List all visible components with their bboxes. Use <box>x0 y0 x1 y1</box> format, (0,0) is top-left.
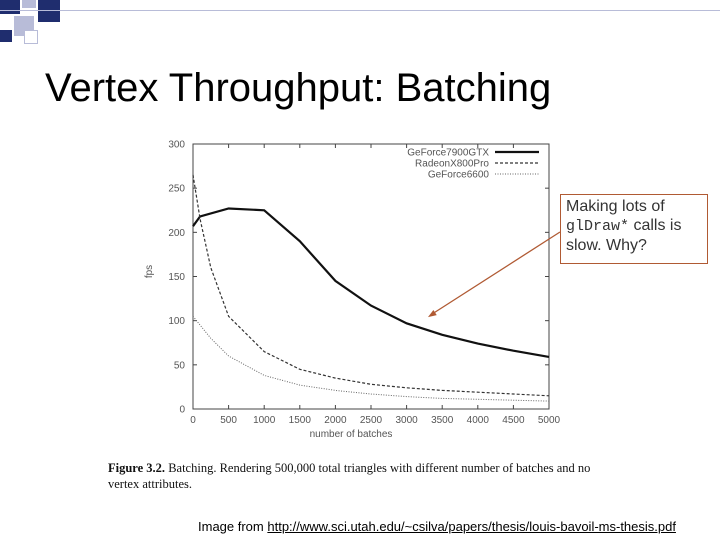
legend-label: GeForce6600 <box>428 170 490 181</box>
decor-square <box>24 30 38 44</box>
decor-square <box>38 0 60 22</box>
decor-square <box>0 0 20 14</box>
x-tick-label: 3000 <box>395 415 418 426</box>
y-tick-label: 0 <box>179 405 185 416</box>
x-tick-label: 2000 <box>324 415 347 426</box>
legend-label: RadeonX800Pro <box>415 159 489 170</box>
x-axis-label: number of batches <box>310 429 393 440</box>
callout-text-after: calls is slow. Why? <box>566 217 682 254</box>
source-credit: Image from http://www.sci.utah.edu/~csil… <box>198 519 676 534</box>
caption-label: Figure 3.2. <box>108 461 166 475</box>
y-tick-label: 200 <box>168 228 185 239</box>
source-prefix: Image from <box>198 519 268 534</box>
x-tick-label: 0 <box>190 415 196 426</box>
y-tick-label: 300 <box>168 140 185 151</box>
x-tick-label: 2500 <box>360 415 383 426</box>
slide-title: Vertex Throughput: Batching <box>45 66 552 110</box>
x-tick-label: 1500 <box>289 415 312 426</box>
figure-caption: Figure 3.2. Batching. Rendering 500,000 … <box>108 460 608 492</box>
x-tick-label: 3500 <box>431 415 454 426</box>
plot-frame <box>192 143 550 410</box>
x-tick-label: 5000 <box>538 415 561 426</box>
y-tick-label: 50 <box>174 360 186 371</box>
y-tick-label: 100 <box>168 316 185 327</box>
x-tick-label: 1000 <box>253 415 276 426</box>
callout-arrow <box>431 231 561 315</box>
y-tick-label: 250 <box>168 184 185 195</box>
y-axis-label: fps <box>144 265 155 278</box>
legend-label: GeForce7900GTX <box>407 148 489 159</box>
callout-box: Making lots of glDraw* calls is slow. Wh… <box>560 194 708 264</box>
series-line-GeForce7900GTX <box>192 207 550 358</box>
series-line-GeForce6600 <box>192 315 550 402</box>
x-tick-label: 4500 <box>502 415 525 426</box>
batching-chart: 0 500 1000 1500 2000 2500 3000 3500 4000 4500 5000… <box>144 140 561 441</box>
source-link[interactable]: http://www.sci.utah.edu/~csilva/papers/t… <box>267 519 676 534</box>
decor-square <box>22 0 36 8</box>
decor-square <box>0 30 12 42</box>
x-tick-label: 500 <box>220 415 237 426</box>
callout-text-before: Making lots of <box>566 198 665 215</box>
x-tick-label: 4000 <box>467 415 490 426</box>
callout-code: glDraw* <box>566 218 630 235</box>
y-tick-label: 150 <box>168 272 185 283</box>
header-rule <box>0 10 720 11</box>
callout-arrowhead <box>427 309 437 318</box>
caption-text: Batching. Rendering 500,000 total triang… <box>108 461 591 491</box>
series-line-RadeonX800Pro <box>192 174 550 397</box>
